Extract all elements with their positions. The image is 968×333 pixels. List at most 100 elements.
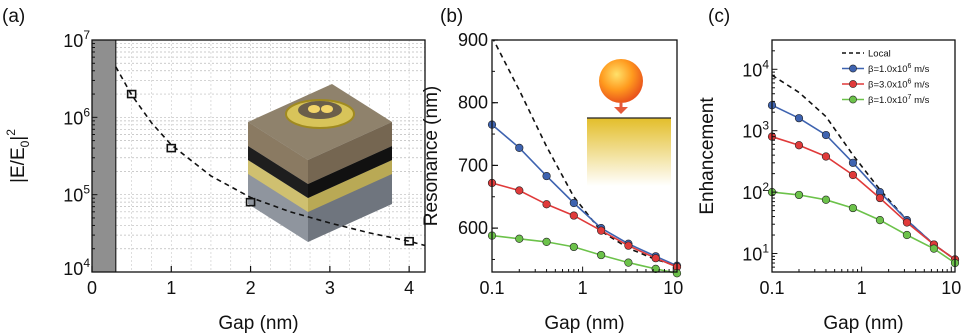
- series-point-2: [794, 141, 804, 150]
- inset-arrow-head: [614, 107, 628, 114]
- series-point-2: [542, 200, 551, 209]
- nanoparticle-on-mirror-3d-icon: [248, 84, 392, 242]
- top-mask: [491, 0, 678, 40]
- y-axis-title: Resonance (nm): [421, 86, 442, 226]
- series-point-3: [929, 244, 939, 253]
- panel-label: (c): [708, 6, 730, 27]
- series-point-2: [597, 226, 606, 235]
- y-tick-label: 107: [63, 28, 90, 51]
- series-point-3: [542, 237, 551, 247]
- inset-sphere: [599, 59, 643, 103]
- x-tick-label: 1: [166, 278, 176, 298]
- inset-spacer-left: [248, 146, 308, 198]
- panel-label: (b): [440, 6, 463, 27]
- panel-b: 0.1 1 10 600 700 800 900 Gap (nm) Resonance (nm)…: [421, 0, 683, 333]
- x-tick-label: 1: [578, 278, 588, 298]
- data-point: [126, 89, 137, 99]
- y-axis-title: Enhancement: [697, 97, 718, 215]
- y-tick-label: 105: [63, 183, 90, 206]
- x-tick-label: 10: [663, 278, 683, 298]
- legend-label: β=3.0x106 m/s: [868, 79, 930, 91]
- data-point: [166, 143, 177, 153]
- data-point: [404, 236, 414, 246]
- plot-frame: [491, 39, 678, 273]
- legend-marker-2: [849, 80, 857, 88]
- inset-top-left: [248, 122, 308, 184]
- inset-particle: [308, 105, 320, 113]
- y-tick-label: 104: [742, 57, 769, 80]
- series-point-2: [515, 186, 524, 195]
- series-line-local: [491, 36, 678, 267]
- x-tick-label: 10: [941, 278, 961, 298]
- inset-film: [587, 118, 671, 186]
- series-point-2: [569, 211, 578, 220]
- series-point-3: [624, 258, 633, 267]
- panel-label: (a): [2, 6, 25, 27]
- x-tick-label: 1: [857, 278, 867, 298]
- series-point-3: [597, 250, 606, 260]
- legend-label: Local: [868, 49, 891, 60]
- plot-frame: [771, 39, 956, 273]
- y-tick-label: 600: [458, 218, 488, 238]
- y-axis-title: |E/E0|2: [4, 129, 32, 183]
- inset-ring-hole: [298, 101, 342, 119]
- x-tick-label: 2: [246, 278, 256, 298]
- inset-gold-left: [248, 160, 308, 212]
- legend-marker-1: [849, 64, 857, 73]
- series-point-1: [794, 114, 804, 123]
- series-point-2: [624, 241, 633, 250]
- y-tick-label: 104: [63, 256, 90, 279]
- x-tick-label: 3: [325, 278, 335, 298]
- inset-top-right: [308, 122, 392, 184]
- series-point-1: [821, 130, 831, 140]
- series-point-3: [821, 195, 831, 204]
- series-point-2: [875, 193, 885, 203]
- legend-label: β=1.0x106 m/s: [868, 63, 930, 75]
- legend: Local β=1.0x106 m/s β=3.0x106 m/s β=1.0x107…: [842, 49, 930, 106]
- legend-label: β=1.0x107 m/s: [868, 94, 930, 106]
- series-line-2: [771, 135, 956, 261]
- y-tick-label: 700: [458, 155, 488, 175]
- x-axis-title: Gap (nm): [823, 313, 903, 333]
- shaded-region: [92, 40, 116, 272]
- y-tick-label: 900: [458, 30, 488, 50]
- series-point-3: [794, 190, 804, 200]
- series-point-1: [569, 198, 578, 208]
- plot-frame: [91, 39, 426, 273]
- x-tick-label: 4: [404, 278, 414, 298]
- y-tick-label: 106: [63, 105, 90, 128]
- series-line-1: [771, 104, 956, 261]
- series-point-3: [848, 203, 858, 213]
- x-axis-title: Gap (nm): [544, 313, 624, 333]
- panel-a: 0 1 2 3 4 104 105 106 107 Gap (nm) |E/E0|2 (a): [2, 6, 426, 333]
- series-point-3: [569, 242, 578, 252]
- series-point-1: [542, 171, 551, 181]
- series-point-2: [902, 218, 912, 227]
- series-point-1: [848, 158, 858, 167]
- y-tick-label: 103: [742, 119, 769, 142]
- series-point-3: [902, 230, 912, 240]
- y-tick-label: 101: [742, 242, 769, 265]
- sphere-above-film-icon: [587, 59, 671, 186]
- x-axis-title: Gap (nm): [218, 313, 298, 333]
- x-tick-label: 0: [87, 278, 97, 298]
- legend-marker-3: [849, 95, 857, 104]
- x-tick-label: 0.1: [759, 278, 784, 298]
- series-point-2: [848, 170, 858, 180]
- inset-gold-right: [308, 160, 392, 212]
- x-tick-label: 0.1: [479, 278, 504, 298]
- series-line-3: [771, 191, 956, 264]
- series-point-1: [515, 143, 524, 152]
- series-point-3: [515, 234, 524, 243]
- inset-particle: [321, 105, 333, 113]
- series-line-3: [491, 234, 678, 275]
- series-point-2: [821, 152, 831, 161]
- data-point: [245, 197, 256, 207]
- inset-spacer-right: [308, 146, 392, 198]
- y-tick-label: 102: [742, 180, 769, 203]
- series-point-3: [875, 216, 885, 225]
- series-line-2: [491, 182, 678, 268]
- y-tick-label: 800: [458, 93, 488, 113]
- series-line-1: [491, 123, 678, 267]
